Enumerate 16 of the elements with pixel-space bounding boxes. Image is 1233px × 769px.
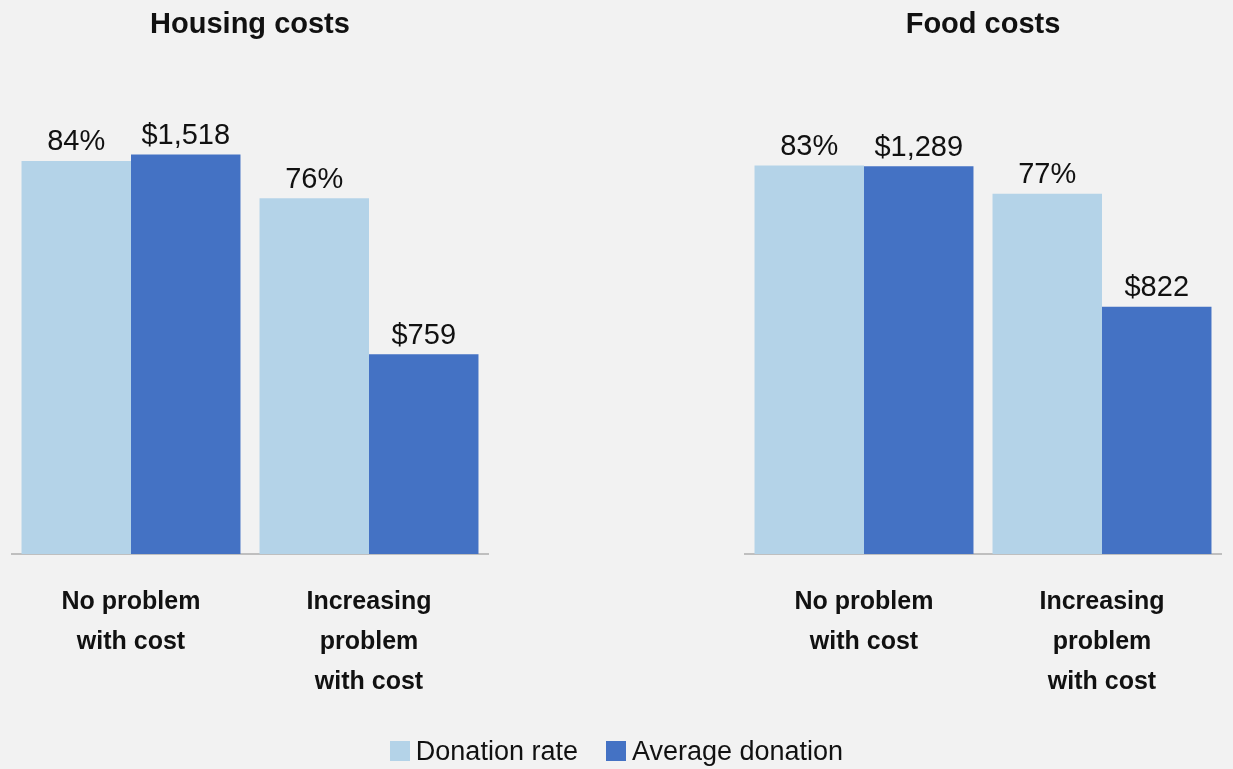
x-tick-label: Increasing problem with cost bbox=[1039, 585, 1165, 694]
x-tick-label: No problem with cost bbox=[61, 585, 201, 654]
data-label: 77% bbox=[1018, 157, 1077, 190]
chart-title: Food costs bbox=[905, 7, 1061, 40]
x-tick-label: No problem with cost bbox=[794, 585, 934, 654]
data-label: 76% bbox=[285, 161, 344, 194]
chart-title: Housing costs bbox=[150, 7, 350, 40]
data-label: $822 bbox=[1124, 270, 1189, 303]
legend-label: Donation rate bbox=[415, 736, 578, 766]
data-label: $1,518 bbox=[141, 117, 231, 150]
data-label: 84% bbox=[47, 124, 106, 157]
data-label: $759 bbox=[391, 317, 456, 350]
data-label: 83% bbox=[780, 129, 839, 162]
x-tick-label: Increasing problem with cost bbox=[306, 585, 432, 694]
data-label: $1,289 bbox=[874, 129, 964, 162]
legend-label: Average donation bbox=[631, 736, 844, 766]
